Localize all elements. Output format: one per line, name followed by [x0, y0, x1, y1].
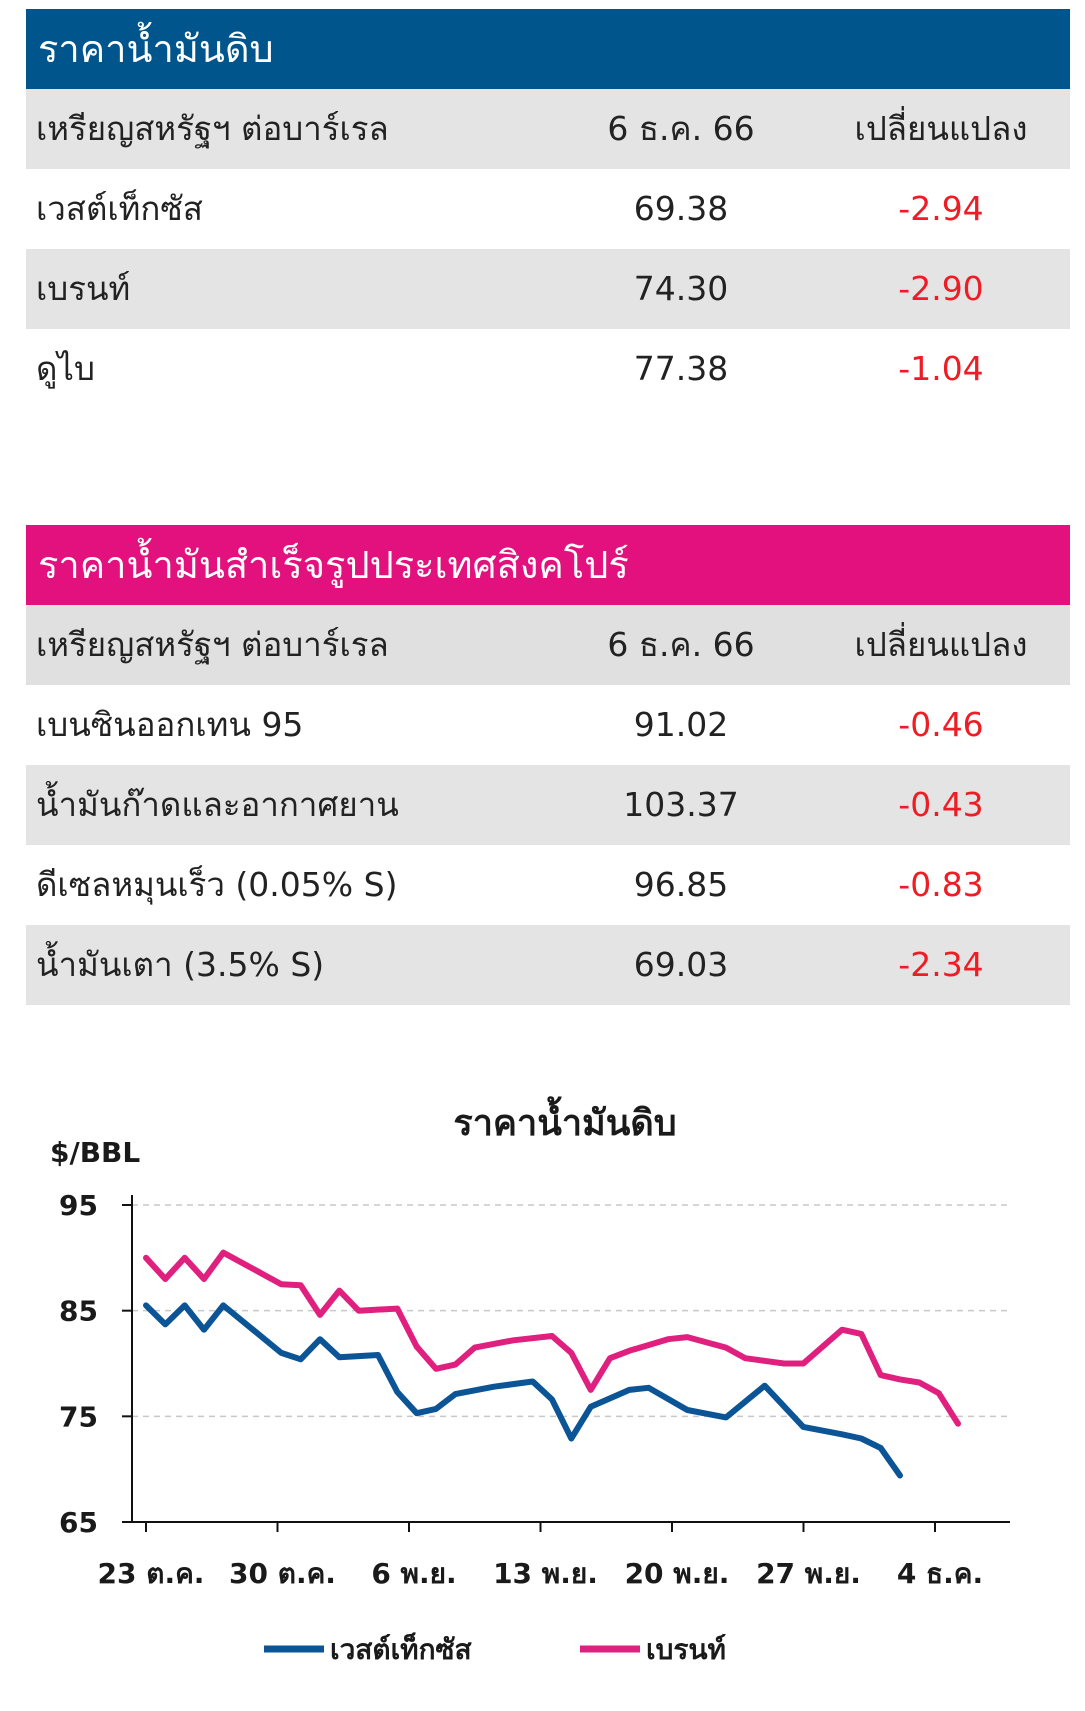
x-tick-label: 23 ต.ค.: [98, 1557, 205, 1590]
singapore-price-table: ราคาน้ำมันสำเร็จรูปประเทศสิงคโปร์ เหรียญ…: [26, 525, 1070, 1005]
y-tick-label: 95: [59, 1189, 98, 1222]
row-change: -2.90: [898, 269, 984, 308]
change-header: เปลี่ยนแปลง: [854, 625, 1028, 664]
row-price: 91.02: [633, 705, 729, 744]
row-name: เบนซินออกเทน 95: [36, 705, 304, 744]
table-row: เบนซินออกเทน 95 91.02 -0.46: [26, 685, 1070, 765]
row-price: 69.03: [633, 945, 729, 984]
table-row: ดูไบ 77.38 -1.04: [26, 329, 1070, 409]
row-name: ดีเซลหมุนเร็ว (0.05% S): [36, 865, 398, 904]
row-change: -0.46: [898, 705, 984, 744]
y-tick-label: 75: [59, 1400, 98, 1433]
date-header: 6 ธ.ค. 66: [607, 625, 755, 664]
row-change: -0.83: [898, 865, 984, 904]
x-tick-label: 13 พ.ย.: [493, 1557, 598, 1590]
table-row: น้ำมันก๊าดและอากาศยาน 103.37 -0.43: [26, 765, 1070, 845]
row-change: -0.43: [898, 785, 984, 824]
row-change: -1.04: [898, 349, 984, 388]
y-axis-label: $/BBL: [50, 1136, 140, 1169]
legend-label: เบรนท์: [646, 1633, 726, 1666]
table-row: เบรนท์ 74.30 -2.90: [26, 249, 1070, 329]
x-tick-label: 27 พ.ย.: [756, 1557, 861, 1590]
x-tick-label: 4 ธ.ค.: [897, 1557, 983, 1590]
row-price: 103.37: [623, 785, 739, 824]
row-price: 96.85: [633, 865, 729, 904]
crude-price-table: ราคาน้ำมันดิบ เหรียญสหรัฐฯ ต่อบาร์เรล 6 …: [26, 9, 1070, 409]
x-tick-label: 30 ต.ค.: [229, 1557, 336, 1590]
table-row: น้ำมันเตา (3.5% S) 69.03 -2.34: [26, 925, 1070, 1005]
row-price: 69.38: [633, 189, 729, 228]
change-header: เปลี่ยนแปลง: [854, 109, 1028, 148]
crude-table-title: ราคาน้ำมันดิบ: [26, 9, 1070, 89]
singapore-table-title: ราคาน้ำมันสำเร็จรูปประเทศสิงคโปร์: [26, 525, 1070, 605]
row-name: น้ำมันเตา (3.5% S): [36, 945, 325, 984]
row-name: เวสต์เท็กซัส: [36, 189, 203, 228]
legend-label: เวสต์เท็กซัส: [330, 1632, 473, 1666]
x-tick-label: 6 พ.ย.: [371, 1557, 456, 1590]
y-tick-label: 65: [59, 1506, 98, 1539]
table-row: เวสต์เท็กซัส 69.38 -2.94: [26, 169, 1070, 249]
chart-title: ราคาน้ำมันดิบ: [453, 1096, 676, 1144]
row-change: -2.34: [898, 945, 984, 984]
x-tick-label: 20 พ.ย.: [625, 1557, 730, 1590]
row-name: เบรนท์: [36, 269, 131, 308]
singapore-table-header-row: เหรียญสหรัฐฯ ต่อบาร์เรล 6 ธ.ค. 66 เปลี่ย…: [26, 605, 1070, 685]
series-line: [143, 1249, 961, 1427]
unit-header: เหรียญสหรัฐฯ ต่อบาร์เรล: [36, 109, 389, 148]
unit-header: เหรียญสหรัฐฯ ต่อบาร์เรล: [36, 625, 389, 664]
row-price: 74.30: [633, 269, 729, 308]
y-tick-label: 85: [59, 1295, 98, 1328]
crude-table-header-row: เหรียญสหรัฐฯ ต่อบาร์เรล 6 ธ.ค. 66 เปลี่ย…: [26, 89, 1070, 169]
row-price: 77.38: [633, 349, 729, 388]
row-change: -2.94: [898, 189, 984, 228]
series-line: [143, 1302, 903, 1479]
row-name: ดูไบ: [36, 349, 95, 388]
table-row: ดีเซลหมุนเร็ว (0.05% S) 96.85 -0.83: [26, 845, 1070, 925]
row-name: น้ำมันก๊าดและอากาศยาน: [36, 785, 399, 824]
date-header: 6 ธ.ค. 66: [607, 109, 755, 148]
